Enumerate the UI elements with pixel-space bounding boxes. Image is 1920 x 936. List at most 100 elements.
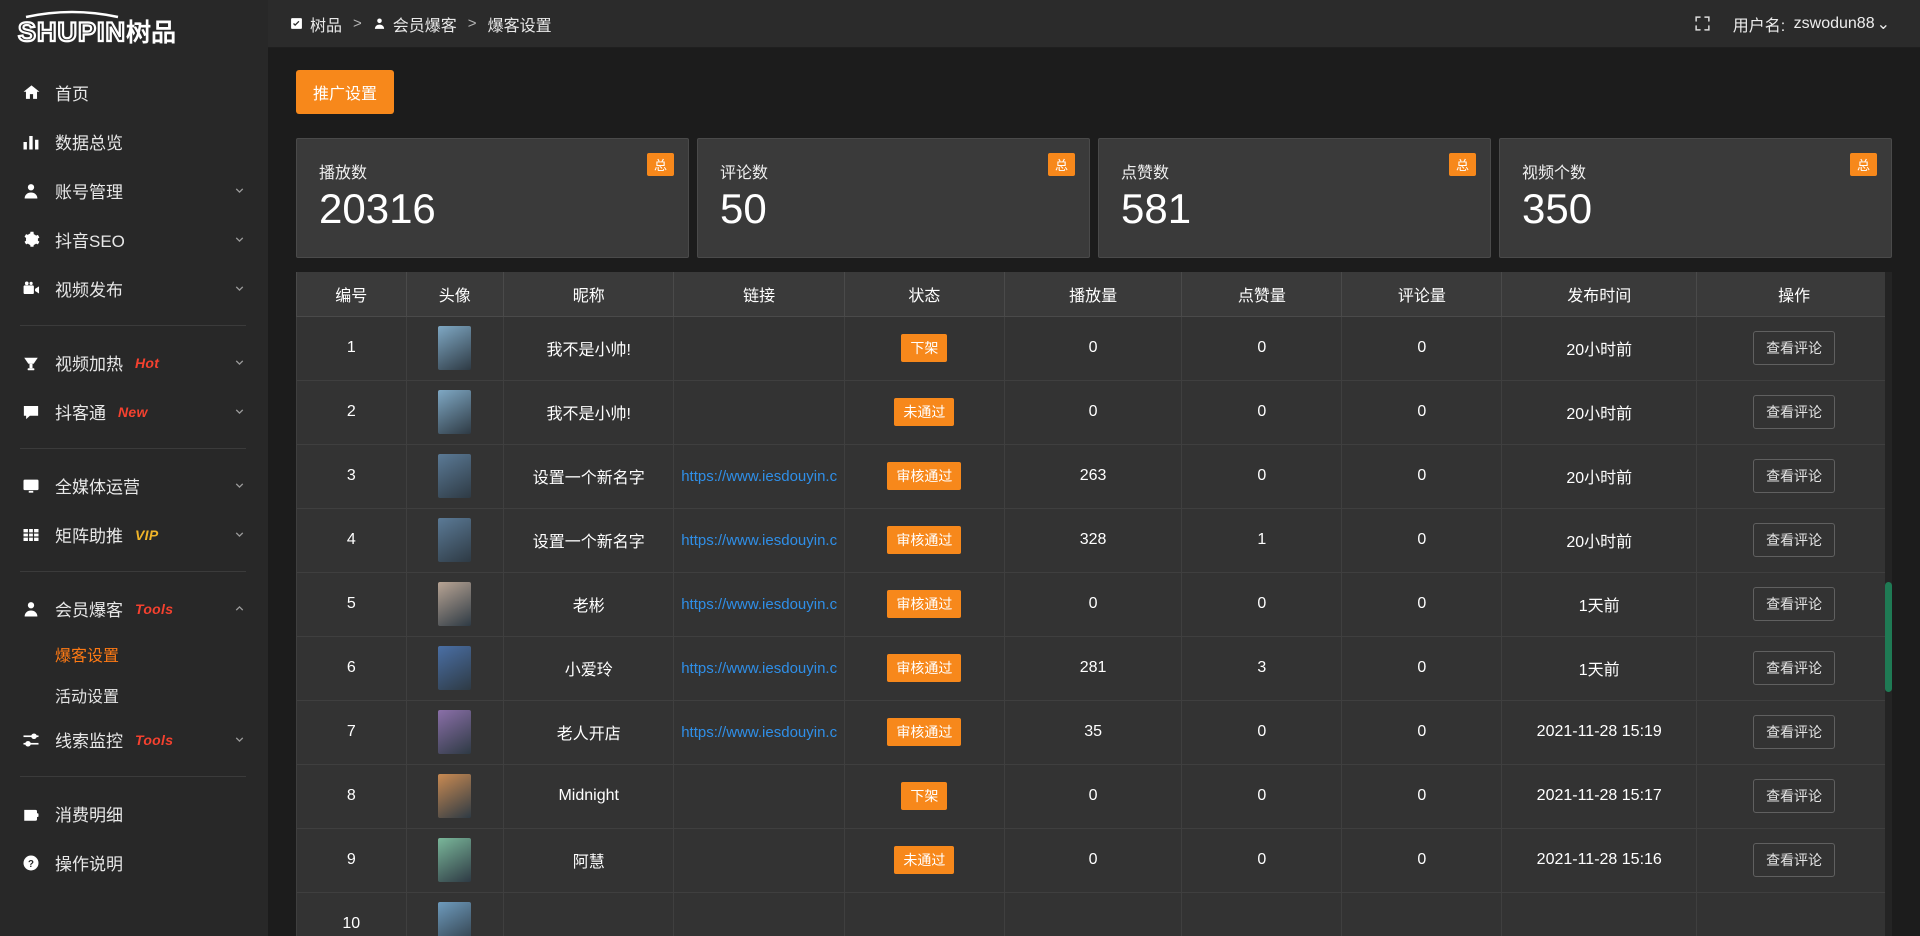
cell-avatar (405, 827, 504, 893)
view-comments-button[interactable]: 查看评论 (1753, 331, 1836, 366)
cell-actions: 查看评论 (1696, 443, 1892, 509)
view-comments-button[interactable]: 查看评论 (1753, 843, 1836, 878)
sidebar-item-matrix-boost[interactable]: 矩阵助推 VIP (0, 510, 268, 559)
sidebar-item-home[interactable]: 首页 (0, 68, 268, 117)
cell-link[interactable]: https://www.iesdouyin.c (673, 443, 845, 509)
view-comments-button[interactable]: 查看评论 (1753, 523, 1836, 558)
cell-avatar (405, 635, 504, 701)
cell-actions: 查看评论 (1696, 827, 1892, 893)
cell-avatar (405, 763, 504, 829)
sidebar-subitem-baoke-settings[interactable]: 爆客设置 (0, 633, 268, 674)
cell-link[interactable]: https://www.iesdouyin.c (673, 699, 845, 765)
breadcrumb-separator: > (353, 15, 362, 32)
cell-avatar (405, 379, 504, 445)
video-link[interactable]: https://www.iesdouyin.c (681, 467, 838, 485)
video-table-wrapper: 编号 头像 昵称 链接 状态 播放量 点赞量 评论量 发布时间 操作 1 我不是小 (296, 272, 1892, 936)
sidebar-item-member-baoke[interactable]: 会员爆客 Tools (0, 584, 268, 633)
svg-text:?: ? (28, 858, 34, 869)
avatar (438, 710, 472, 755)
video-link[interactable]: https://www.iesdouyin.c (681, 723, 838, 741)
stat-total-badge: 总 (1448, 153, 1476, 176)
sidebar-item-instructions[interactable]: ? 操作说明 (0, 838, 268, 887)
cell-actions: 查看评论 (1696, 379, 1892, 445)
view-comments-button[interactable]: 查看评论 (1753, 459, 1836, 494)
sidebar-subitem-activity-settings[interactable]: 活动设置 (0, 674, 268, 715)
cell-nickname: Midnight (502, 763, 675, 829)
video-link[interactable]: https://www.iesdouyin.c (681, 531, 838, 549)
table-scrollbar-track[interactable] (1885, 272, 1892, 936)
breadcrumb-item-root[interactable]: 树品 (290, 12, 342, 36)
stat-value: 350 (1522, 185, 1593, 232)
fullscreen-icon[interactable] (1694, 15, 1711, 32)
cell-link (673, 763, 845, 829)
cell-likes: 0 (1181, 571, 1343, 637)
cell-likes: 0 (1181, 699, 1343, 765)
table-row: 2 我不是小帅! 未通过 0 0 0 20小时前 查看评论 (296, 379, 1892, 445)
cell-link (673, 315, 845, 381)
cell-comments: 0 (1341, 379, 1503, 445)
sidebar-item-label: 视频发布 (55, 281, 123, 300)
cell-comments (1341, 891, 1503, 936)
cell-link[interactable]: https://www.iesdouyin.c (673, 635, 845, 701)
cell-publish-time: 2021-11-28 15:19 (1501, 699, 1698, 765)
sidebar-badge-tools: Tools (135, 731, 174, 748)
cell-publish-time: 20小时前 (1501, 443, 1698, 509)
view-comments-button[interactable]: 查看评论 (1753, 395, 1836, 430)
cell-status: 下架 (843, 763, 1005, 829)
view-comments-button[interactable]: 查看评论 (1753, 651, 1836, 686)
column-header-likes: 点赞量 (1181, 272, 1343, 317)
user-menu[interactable]: 用户名: zswodun88 ⌄ (1733, 12, 1890, 36)
view-comments-button[interactable]: 查看评论 (1753, 715, 1836, 750)
sidebar-item-lead-monitor[interactable]: 线索监控 Tools (0, 715, 268, 764)
cell-likes: 0 (1181, 443, 1343, 509)
view-comments-button[interactable]: 查看评论 (1753, 779, 1836, 814)
table-scrollbar-thumb[interactable] (1885, 582, 1892, 693)
cell-plays: 0 (1003, 571, 1183, 637)
cell-link[interactable]: https://www.iesdouyin.c (673, 571, 845, 637)
cell-status: 审核通过 (843, 507, 1005, 573)
status-badge: 未通过 (894, 846, 955, 875)
promote-settings-button[interactable]: 推广设置 (296, 70, 395, 114)
cell-likes: 3 (1181, 635, 1343, 701)
stat-card-videos: 视频个数 350 总 (1499, 138, 1892, 259)
cell-link[interactable]: https://www.iesdouyin.c (673, 507, 845, 573)
sidebar-item-consumption-detail[interactable]: 消费明细 (0, 789, 268, 838)
table-row: 1 我不是小帅! 下架 0 0 0 20小时前 查看评论 (296, 315, 1892, 381)
video-link[interactable]: https://www.iesdouyin.c (681, 659, 838, 677)
column-header-no: 编号 (296, 272, 407, 317)
sidebar: SHUPIN 树品 首页 数据总览 (0, 0, 268, 936)
stat-card-likes: 点赞数 581 总 (1098, 138, 1491, 259)
cell-no: 6 (296, 635, 407, 701)
sidebar-item-data-overview[interactable]: 数据总览 (0, 117, 268, 166)
column-header-avatar: 头像 (405, 272, 504, 317)
table-row: 8 Midnight 下架 0 0 0 2021-11-28 15:17 查看评论 (296, 763, 1892, 829)
sidebar-item-video-boost[interactable]: 视频加热 Hot (0, 338, 268, 387)
cell-comments: 0 (1341, 635, 1503, 701)
sidebar-item-douyin-seo[interactable]: 抖音SEO (0, 215, 268, 264)
cell-status: 审核通过 (843, 443, 1005, 509)
sidebar-item-douketong[interactable]: 抖客通 New (0, 387, 268, 436)
cell-plays: 328 (1003, 507, 1183, 573)
video-link[interactable]: https://www.iesdouyin.c (681, 595, 838, 613)
cell-publish-time: 1天前 (1501, 571, 1698, 637)
cell-comments: 0 (1341, 827, 1503, 893)
chevron-down-icon (233, 733, 246, 746)
view-comments-button[interactable]: 查看评论 (1753, 587, 1836, 622)
column-header-link: 链接 (673, 272, 845, 317)
sidebar-item-account-manage[interactable]: 账号管理 (0, 166, 268, 215)
sidebar-item-label: 数据总览 (55, 134, 123, 153)
breadcrumb-label: 树品 (310, 17, 343, 35)
chevron-down-icon (233, 479, 246, 492)
sidebar-divider (20, 448, 246, 449)
breadcrumb-item-member-baoke[interactable]: 会员爆客 (373, 12, 457, 36)
column-header-publish-time: 发布时间 (1501, 272, 1698, 317)
column-header-comments: 评论量 (1341, 272, 1503, 317)
sidebar-item-omnimedia[interactable]: 全媒体运营 (0, 461, 268, 510)
brand-logo[interactable]: SHUPIN 树品 (0, 0, 268, 58)
cell-avatar (405, 443, 504, 509)
cell-actions: 查看评论 (1696, 315, 1892, 381)
sidebar-item-video-publish[interactable]: 视频发布 (0, 264, 268, 313)
cell-status: 下架 (843, 315, 1005, 381)
cell-status (843, 891, 1005, 936)
chevron-down-icon (233, 282, 246, 295)
